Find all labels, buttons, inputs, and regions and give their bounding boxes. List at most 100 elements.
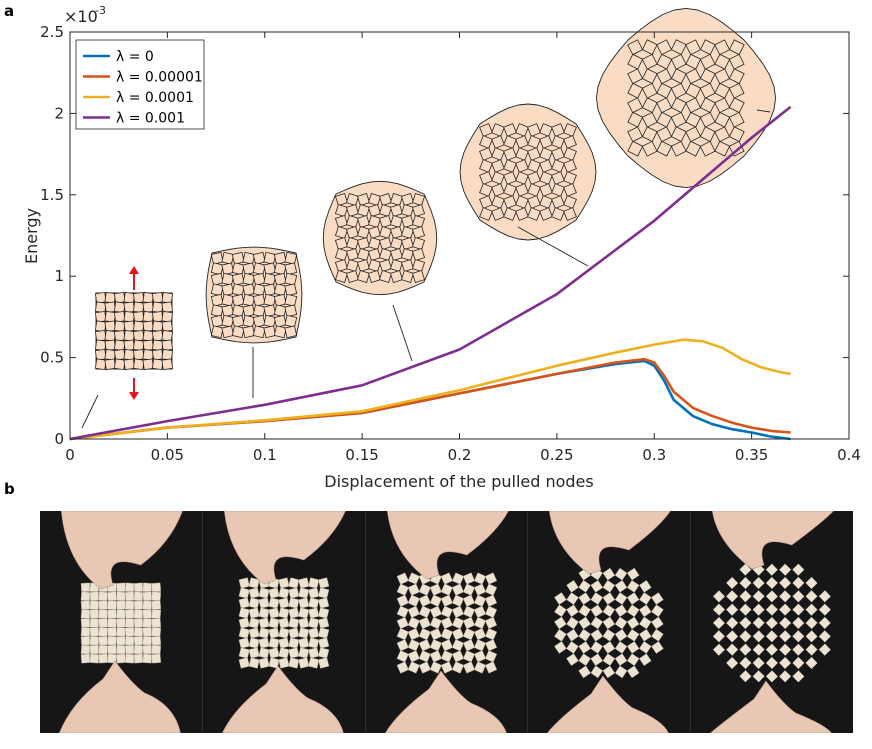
photo-frame-2-image: [202, 511, 365, 733]
inset-state-1-tile: [142, 310, 155, 323]
sheet-tile: [287, 637, 300, 649]
sheet-tile: [317, 587, 330, 599]
sheet-tile: [287, 627, 300, 639]
inset-state-1-tile: [161, 310, 174, 323]
sheet-tile: [615, 653, 628, 667]
inset-state-4-tile: [491, 207, 505, 221]
sheet-tile: [278, 647, 290, 659]
inset-state-1-tile: [142, 329, 155, 342]
sheet-tile: [779, 576, 792, 590]
sheet-tile: [615, 616, 628, 630]
inset-state-2-tile: [252, 251, 266, 265]
inset-state-3-tile: [334, 247, 349, 262]
inset-state-1-tile: [161, 358, 174, 371]
inset-state-3-tile: [378, 258, 393, 273]
inset-state-5-tile: [685, 82, 702, 99]
inset-state-3-tile: [411, 192, 426, 207]
inset-state-4-tile: [539, 123, 553, 137]
sheet-tile: [818, 643, 832, 656]
sheet-tile: [248, 657, 260, 669]
inset-state-1-tile: [113, 291, 126, 304]
sheet-tile: [818, 603, 832, 616]
inset-state-2-tile: [221, 325, 235, 339]
inset-state-3-tile: [334, 258, 349, 273]
sheet-tile: [317, 657, 330, 669]
inset-state-4-tile: [539, 135, 553, 149]
sheet-tile: [268, 587, 280, 599]
inset-state-5-tile: [699, 68, 716, 85]
sheet-tile: [779, 563, 792, 576]
sheet-tile: [451, 627, 464, 641]
sheet-tile: [440, 572, 453, 585]
sheet-tile: [80, 582, 91, 593]
sheet-tile: [407, 583, 420, 596]
sheet-tile: [440, 605, 453, 619]
sheet-tile: [484, 594, 497, 608]
photo-frame-3-image: [365, 511, 528, 733]
sheet-tile: [765, 616, 779, 630]
pull-down-arrow-icon-head: [129, 392, 139, 400]
inset-state-3-tile: [411, 203, 426, 218]
sheet-tile: [317, 637, 330, 649]
inset-state-5-tile: [656, 68, 673, 85]
sheet-tile: [133, 600, 144, 611]
sheet-tile: [615, 628, 628, 642]
inset-state-2-tile: [210, 304, 224, 318]
inset-state-1-tile: [161, 320, 174, 333]
inset-state-4-tile: [551, 171, 565, 185]
sheet-tile: [473, 650, 486, 663]
sheet-tile: [779, 643, 792, 656]
inset-state-3-tile: [400, 258, 415, 273]
sheet-tile: [89, 609, 100, 620]
inset-state-5-tile: [641, 53, 658, 70]
inset-state-2-tile: [210, 272, 224, 286]
inset-state-4-tile: [527, 147, 541, 161]
sheet-tile: [297, 577, 310, 589]
sheet-tile: [440, 638, 453, 652]
sheet-tile: [238, 657, 250, 669]
inset-state-2-tile: [263, 325, 277, 339]
pull-up-arrow-icon: [129, 266, 139, 290]
sheet-tile: [317, 577, 330, 589]
sheet-tile: [268, 597, 280, 609]
inset-state-4-tile: [515, 135, 529, 149]
x-tick-label: 0.15: [345, 446, 378, 464]
sheet-tile: [278, 597, 290, 609]
inset-state-5-tile: [699, 140, 716, 157]
inset-state-1-tile: [161, 301, 174, 314]
inset-state-3-tile: [334, 192, 349, 207]
inset-state-1-tile: [151, 339, 164, 352]
sheet-tile: [107, 626, 118, 637]
inset-state-5-tile: [699, 97, 716, 114]
inset-state-2-tile: [273, 293, 287, 307]
sheet-tile: [238, 577, 250, 589]
inset-state-5-tile: [641, 140, 658, 157]
y-exponent-value: -3: [95, 4, 106, 17]
inset-state-5-tile: [641, 111, 658, 128]
inset-state-5-tile: [670, 97, 687, 114]
sheet-tile: [418, 638, 431, 652]
sheet-tile: [451, 616, 464, 630]
sheet-tile: [418, 583, 431, 596]
inset-state-1-tile: [104, 358, 117, 371]
inset-state-4-tile: [491, 123, 505, 137]
inset-leader-line-5: [756, 109, 771, 113]
sheet-tile: [396, 650, 409, 663]
inset-state-4-tile: [503, 135, 517, 149]
sheet-tile: [396, 583, 409, 596]
sheet-tile: [602, 592, 616, 606]
inset-state-2-tile: [273, 304, 287, 318]
sheet-tile: [752, 576, 766, 590]
sheet-tile: [407, 616, 420, 630]
inset-state-1-tile: [123, 329, 136, 342]
sheet-tile: [726, 603, 739, 616]
sheet-tile: [151, 653, 162, 664]
sheet-tile: [124, 653, 135, 664]
sheet-tile: [238, 637, 250, 649]
inset-state-1-tile: [123, 348, 136, 361]
sheet-tile: [429, 594, 442, 608]
inset-state-2-tile: [242, 293, 256, 307]
kirigami-sheet: [396, 572, 497, 674]
sheet-tile: [268, 647, 280, 659]
inset-state-4-tile: [479, 171, 493, 185]
